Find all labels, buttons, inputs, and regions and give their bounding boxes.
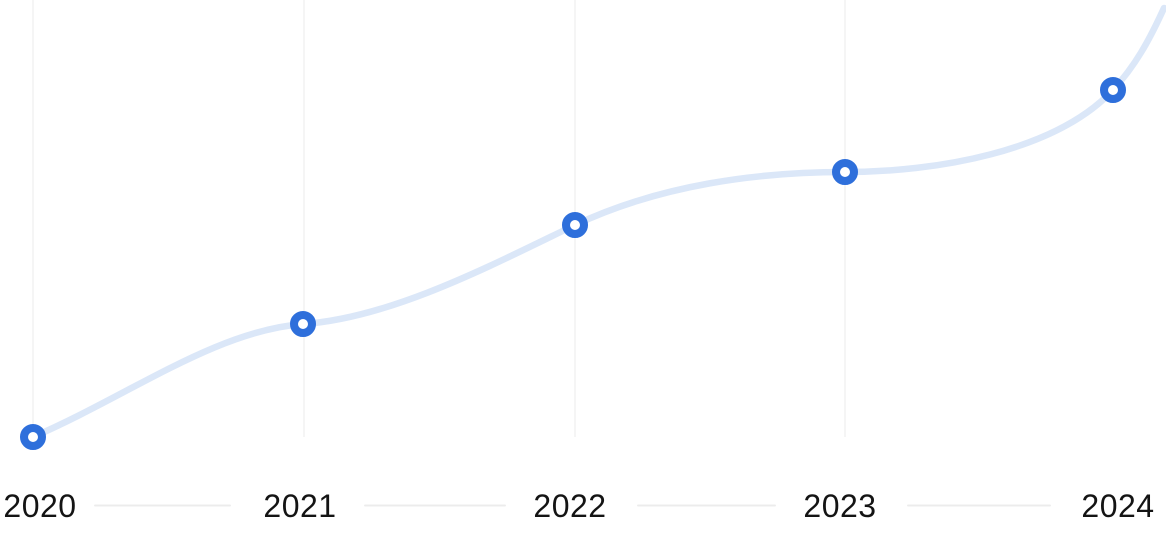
- trend-line: [29, 4, 1166, 441]
- data-point-marker-2020[interactable]: [20, 424, 46, 450]
- data-point-marker-2023[interactable]: [832, 159, 858, 185]
- trend-line-path: [29, 4, 1166, 441]
- data-point-markers: [20, 77, 1126, 450]
- data-point-marker-2022[interactable]: [562, 212, 588, 238]
- data-point-marker-2021[interactable]: [290, 311, 316, 337]
- data-point-marker-2024[interactable]: [1100, 77, 1126, 103]
- vertical-gridlines: [32, 0, 846, 437]
